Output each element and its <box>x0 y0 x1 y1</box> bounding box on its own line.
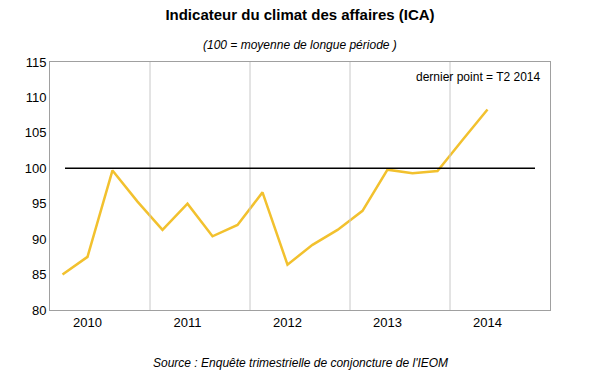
svg-text:(100 = moyenne de longue pério: (100 = moyenne de longue période ) <box>203 38 397 52</box>
svg-text:2012: 2012 <box>273 315 302 330</box>
svg-text:85: 85 <box>32 267 46 282</box>
svg-text:Source : Enquête trimestrielle: Source : Enquête trimestrielle de conjon… <box>153 356 448 370</box>
svg-text:Indicateur du climat des affai: Indicateur du climat des affaires (ICA) <box>165 6 434 23</box>
svg-text:2011: 2011 <box>174 315 202 330</box>
svg-text:2014: 2014 <box>473 315 502 330</box>
svg-text:2010: 2010 <box>73 315 102 330</box>
svg-text:2013: 2013 <box>373 315 402 330</box>
svg-text:115: 115 <box>26 55 47 70</box>
svg-text:80: 80 <box>32 303 46 318</box>
svg-text:105: 105 <box>25 125 47 140</box>
svg-text:95: 95 <box>32 196 46 211</box>
svg-text:110: 110 <box>26 90 47 105</box>
svg-text:dernier point = T2 2014: dernier point = T2 2014 <box>416 70 541 84</box>
svg-text:90: 90 <box>32 232 46 247</box>
svg-text:100: 100 <box>25 161 47 176</box>
